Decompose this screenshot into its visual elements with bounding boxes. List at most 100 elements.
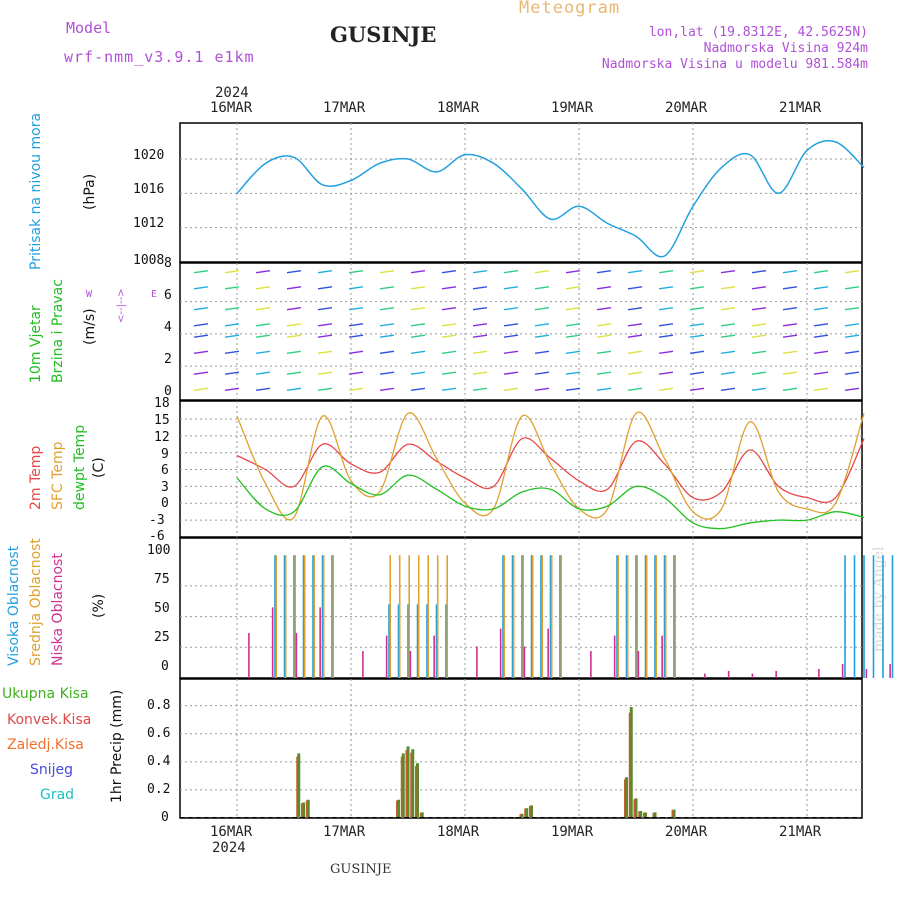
day-top-1: 16MAR — [210, 100, 253, 116]
wind-arrow — [565, 334, 581, 338]
wind-arrow — [224, 387, 240, 392]
wind-arrow — [317, 371, 333, 375]
wind-arrow — [720, 269, 736, 274]
day-top-3: 18MAR — [437, 100, 480, 116]
wind-arrow — [751, 286, 767, 290]
wind-arrow — [627, 334, 643, 338]
wind-arrow — [689, 334, 705, 338]
wind-arrow — [627, 323, 643, 327]
t-tick-15: 15 — [154, 413, 170, 428]
precip-conv-bar — [529, 805, 531, 818]
wind-arrow — [565, 387, 581, 392]
wind-arrow — [720, 323, 736, 327]
day-bottom-3: 18MAR — [437, 824, 480, 840]
wind-arrow — [658, 387, 674, 392]
wind-arrow — [224, 269, 240, 274]
wind-arrow — [813, 323, 829, 327]
wind-arrow — [472, 387, 488, 392]
wind-frame — [179, 262, 863, 401]
temp-series-line-1 — [236, 411, 865, 521]
wind-arrow — [472, 323, 488, 327]
wind-arrow — [348, 286, 364, 290]
year-bottom: 2024 — [212, 840, 246, 856]
wind-arrow — [255, 323, 271, 327]
wind-arrow — [658, 323, 674, 327]
wind-arrow — [534, 387, 550, 392]
wind-arrow — [751, 350, 767, 354]
wind-arrow — [286, 387, 302, 392]
r-tick-06: 0.6 — [147, 726, 171, 741]
temp-series-line-0 — [236, 437, 865, 504]
precip-frame — [179, 678, 863, 819]
model-label: Model — [66, 19, 112, 37]
wind-arrow — [658, 371, 674, 375]
wind-arrow — [689, 371, 705, 375]
wind-arrow — [565, 350, 581, 354]
wind-arrow — [410, 323, 426, 327]
wind-arrow — [379, 323, 395, 327]
r-tick-0: 0 — [161, 810, 169, 825]
precip-conv-bar — [524, 808, 526, 818]
t-tick-3: 3 — [161, 480, 169, 495]
precip-bar — [525, 808, 529, 818]
wind-arrow — [472, 334, 488, 338]
wind-arrow — [193, 387, 209, 392]
wind-arrow — [689, 387, 705, 392]
wind-arrow — [844, 323, 860, 327]
wind-arrow — [472, 307, 488, 311]
wind-arrow — [193, 286, 209, 290]
precip-conv-bar — [624, 779, 626, 818]
wind-arrow — [348, 371, 364, 375]
lonlat: lon,lat (19.8312E, 42.5625N) — [648, 25, 868, 40]
wind-arrow — [441, 286, 457, 290]
wind-arrow — [286, 334, 302, 338]
elevation: Nadmorska Visina 924m — [703, 41, 868, 56]
wind-arrow — [596, 371, 612, 375]
wind-arrow — [317, 387, 333, 392]
precip-conv-bar — [633, 799, 635, 818]
wind-arrow — [844, 334, 860, 338]
wind-arrow — [689, 307, 705, 311]
wind-arrow — [348, 350, 364, 354]
wind-arrow — [348, 323, 364, 327]
wind-arrow — [348, 269, 364, 274]
wind-arrow — [844, 307, 860, 311]
precip-bar — [401, 753, 405, 818]
precip-bar — [420, 812, 424, 818]
t-tick-m6: -6 — [149, 529, 165, 544]
wind-arrow — [813, 286, 829, 290]
precip-bar — [634, 798, 638, 818]
t-tick-18: 18 — [154, 396, 170, 411]
precip-conv-bar — [419, 812, 422, 818]
wind-arrow — [193, 334, 209, 338]
wind-arrow — [503, 286, 519, 290]
wind-arrow — [844, 387, 860, 392]
wind-arrow — [627, 307, 643, 311]
c-tick-100: 100 — [147, 543, 171, 558]
wind-arrow — [286, 307, 302, 311]
wind-arrow — [193, 350, 209, 354]
wind-arrow — [534, 269, 550, 274]
temp-frame — [179, 400, 863, 538]
wind-arrow — [255, 286, 271, 290]
model-elevation: Nadmorska Visina u modelu 981.584m — [601, 57, 868, 72]
wind-arrow — [596, 350, 612, 354]
wind-arrow — [534, 323, 550, 327]
day-top-5: 20MAR — [665, 100, 708, 116]
wind-arrow — [813, 350, 829, 354]
wind-arrow — [782, 371, 798, 375]
c-tick-75: 75 — [154, 572, 170, 587]
precip-bar — [297, 753, 301, 818]
precip-bar — [416, 763, 419, 818]
precip-conv-bar — [400, 756, 403, 818]
wind-arrow — [193, 323, 209, 327]
wind-arrow — [348, 387, 364, 392]
wind-arrow — [379, 334, 395, 338]
day-top-6: 21MAR — [779, 100, 822, 116]
c-tick-25: 25 — [154, 630, 170, 645]
wind-arrow — [565, 307, 581, 311]
t-tick-m3: -3 — [149, 513, 165, 528]
wind-arrow — [379, 269, 395, 274]
wind-arrow — [751, 371, 767, 375]
wind-arrow — [689, 269, 705, 274]
